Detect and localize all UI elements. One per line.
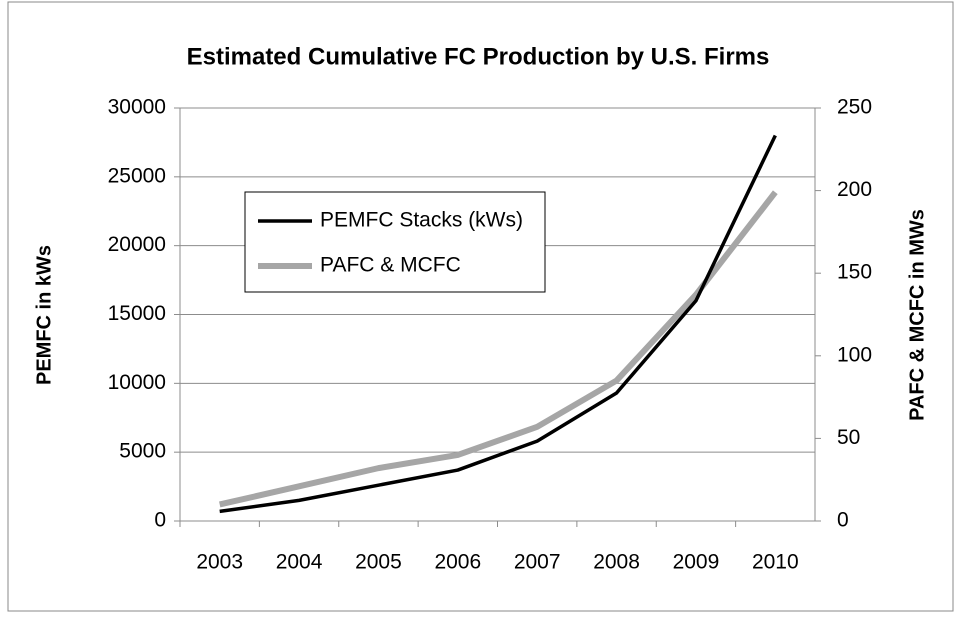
chart-title: Estimated Cumulative FC Production by U.… [187, 43, 770, 70]
y2-tick-label: 50 [837, 426, 860, 449]
y2-tick-label: 100 [837, 343, 872, 366]
y-tick-label: 30000 [108, 96, 166, 119]
series-line [219, 134, 777, 514]
y-tick-label: 0 [154, 509, 166, 532]
y-tick-label: 20000 [108, 233, 166, 256]
y-tick-label: 10000 [108, 371, 166, 394]
y-tick-label: 25000 [108, 164, 166, 187]
y2-tick-label: 250 [837, 96, 872, 119]
x-tick-label: 2009 [673, 551, 720, 574]
x-tick-label: 2003 [196, 551, 243, 574]
y2-tick-label: 150 [837, 261, 872, 284]
legend-label: PAFC & MCFC [320, 254, 461, 277]
series-line [219, 190, 778, 508]
chart-border [7, 1, 954, 612]
y2-axis-title: PAFC & MCFC in MWs [906, 209, 928, 421]
x-tick-label: 2006 [434, 551, 481, 574]
x-tick-label: 2008 [593, 551, 640, 574]
x-tick-label: 2004 [276, 551, 323, 574]
y-axis-title: PEMFC in kWs [33, 245, 55, 385]
x-tick-label: 2010 [752, 551, 799, 574]
legend-label: PEMFC Stacks (kWs) [320, 209, 523, 232]
y2-tick-label: 200 [837, 178, 872, 201]
x-tick-label: 2005 [355, 551, 402, 574]
legend-box [244, 191, 546, 293]
x-tick-label: 2007 [514, 551, 561, 574]
y2-tick-label: 0 [837, 509, 849, 532]
y-tick-label: 5000 [119, 440, 166, 463]
y-tick-label: 15000 [108, 302, 166, 325]
